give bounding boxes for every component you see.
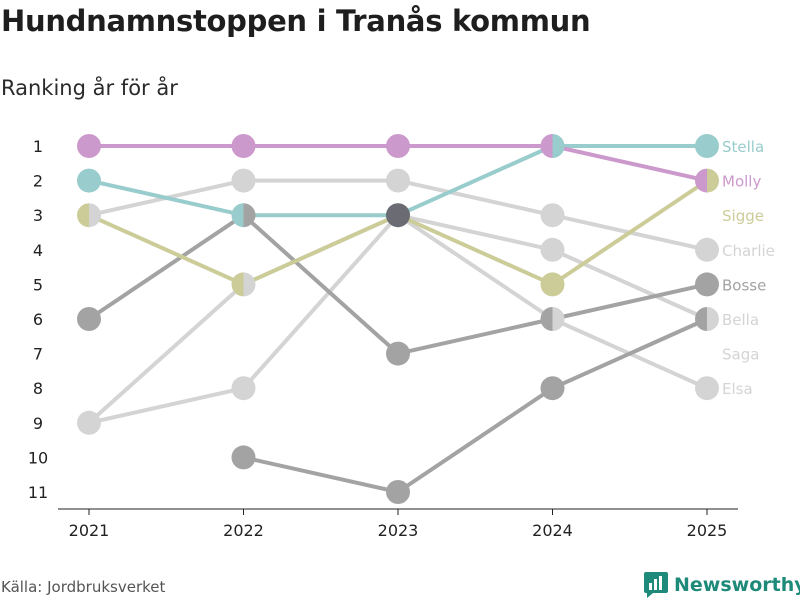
- data-point-right-half: [243, 272, 256, 297]
- brand-name: Newsworthy: [674, 574, 800, 596]
- data-point-right-half: [552, 307, 565, 331]
- data-point: [695, 237, 719, 262]
- end-label-elsa: Elsa: [722, 380, 753, 398]
- data-point: [77, 134, 101, 158]
- data-point-right-half: [552, 134, 565, 158]
- data-point: [695, 134, 719, 158]
- y-tick-label: 10: [28, 448, 48, 467]
- end-label-stella: Stella: [722, 138, 764, 156]
- chart-subtitle: Ranking år för år: [1, 76, 178, 100]
- series-line-unnamed: [241, 317, 709, 494]
- data-point: [231, 168, 256, 193]
- brand-logo[interactable]: Newsworthy: [644, 570, 800, 600]
- end-label-saga: Saga: [722, 346, 759, 364]
- data-point: [540, 272, 565, 297]
- data-point-left-half: [540, 307, 553, 331]
- end-label-sigge: Sigge: [722, 207, 764, 225]
- y-tick-label: 7: [33, 345, 43, 364]
- y-tick-label: 3: [33, 206, 43, 225]
- data-point-left-half: [231, 203, 244, 228]
- y-tick-label: 2: [33, 172, 43, 191]
- data-point: [695, 376, 719, 401]
- data-point-right-half: [707, 307, 719, 331]
- y-tick-label: 1: [33, 137, 43, 156]
- x-tick-label: 2022: [223, 521, 264, 540]
- data-point: [540, 376, 565, 401]
- y-tick-label: 9: [33, 414, 43, 433]
- series-lines: [87, 144, 709, 494]
- data-point-left-half: [77, 203, 89, 228]
- y-tick-label: 11: [28, 483, 48, 502]
- chart-title: Hundnamnstoppen i Tranås kommun: [1, 4, 591, 38]
- end-label-charlie: Charlie: [722, 242, 775, 260]
- y-tick-label: 5: [33, 275, 43, 294]
- end-label-bella: Bella: [722, 311, 759, 329]
- data-point: [386, 168, 410, 193]
- data-point: [77, 410, 101, 435]
- data-point: [386, 341, 410, 366]
- data-point-right-half: [89, 203, 101, 228]
- data-point: [695, 272, 719, 297]
- x-tick-label: 2025: [687, 521, 728, 540]
- end-label-molly: Molly: [722, 173, 761, 191]
- data-point-left-half: [231, 272, 244, 297]
- data-point-right-half: [243, 203, 256, 228]
- y-tick-label: 6: [33, 310, 43, 329]
- chart-logo-icon: [644, 572, 668, 598]
- data-point: [77, 168, 101, 193]
- x-tick-label: 2023: [378, 521, 419, 540]
- highlight-point: [386, 203, 410, 228]
- y-tick-label: 4: [33, 241, 43, 260]
- data-point: [540, 237, 565, 262]
- series-line-elsa: [87, 213, 709, 425]
- series-line-bosse: [87, 213, 709, 356]
- series-line-bella: [87, 213, 709, 425]
- x-tick-label: 2024: [532, 521, 573, 540]
- data-point: [386, 480, 410, 504]
- data-point-right-half: [707, 168, 719, 193]
- data-point-left-half: [540, 134, 553, 158]
- y-tick-label: 8: [33, 379, 43, 398]
- data-point-left-half: [695, 307, 707, 331]
- data-point: [386, 134, 410, 158]
- data-point: [231, 445, 256, 470]
- source-note: Källa: Jordbruksverket: [1, 578, 166, 596]
- end-labels: Stella Molly Sigge Charlie Bosse Bella Saga Els…: [722, 138, 775, 398]
- x-tick-label: 2021: [69, 521, 110, 540]
- data-point: [231, 376, 256, 401]
- axis-layer: 2021 2022 2023 2024 2025 1 2 3 4 5 6 7 8 9 10 11: [28, 137, 738, 540]
- data-point-left-half: [695, 168, 707, 193]
- data-point: [231, 134, 256, 158]
- series-markers: [77, 134, 719, 504]
- data-point: [540, 203, 565, 228]
- data-point: [77, 307, 101, 331]
- end-label-bosse: Bosse: [722, 276, 766, 294]
